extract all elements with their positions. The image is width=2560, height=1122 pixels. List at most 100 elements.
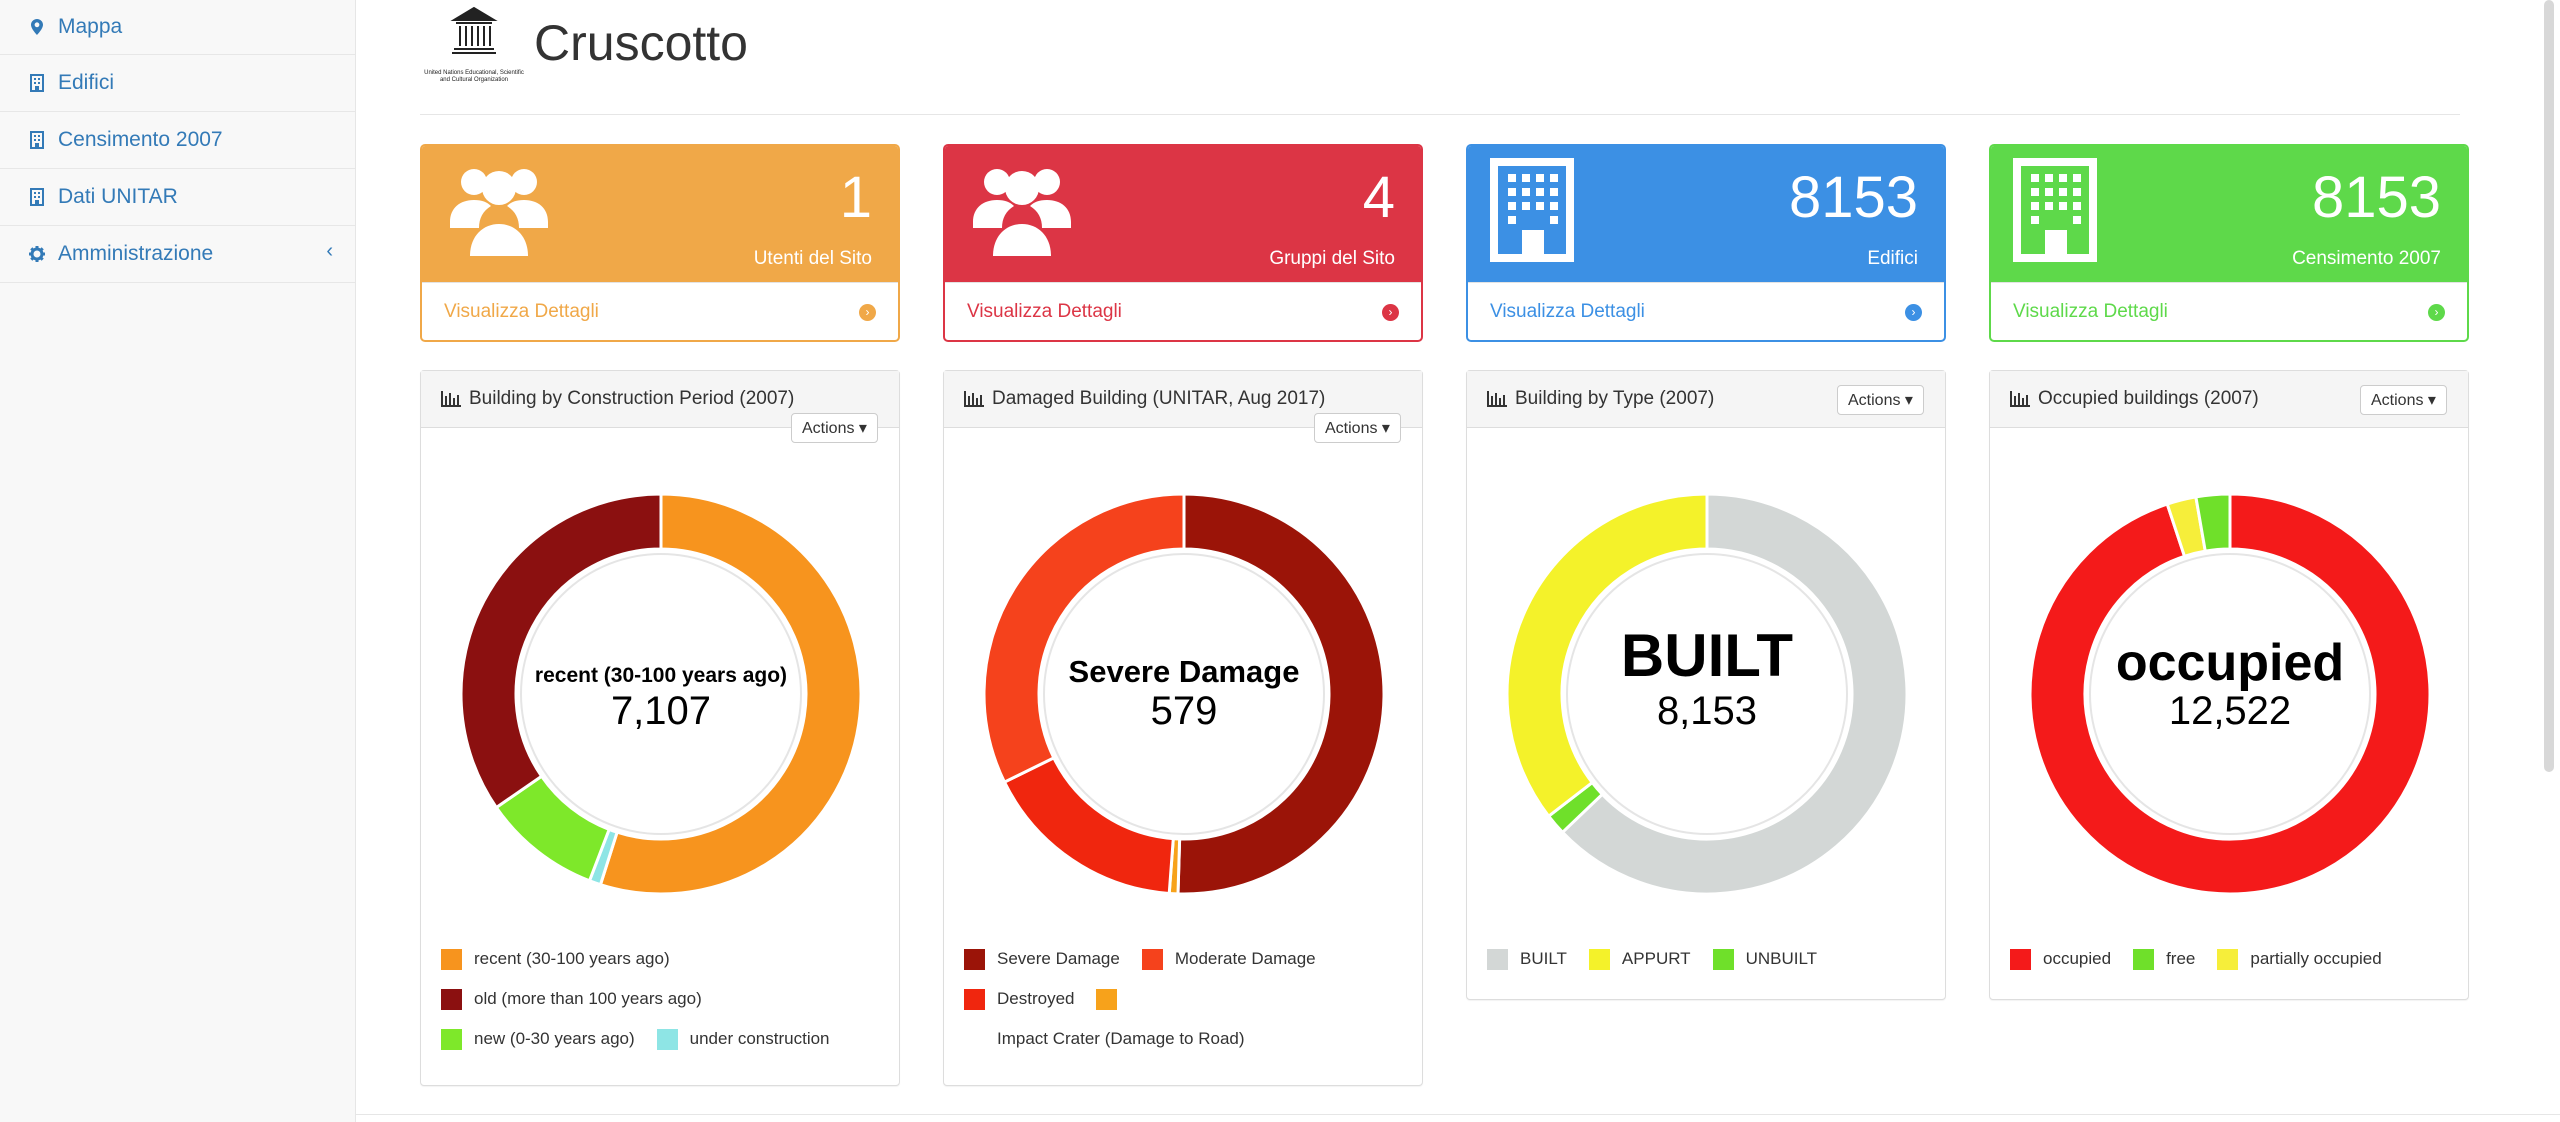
sidebar: Mappa Edifici Censimento 2007 Dati UNITA… bbox=[0, 0, 356, 1122]
legend-label: occupied bbox=[2043, 949, 2112, 968]
center-label: BUILT bbox=[1621, 622, 1793, 689]
legend-swatch bbox=[964, 948, 985, 970]
center-value: 579 bbox=[1151, 689, 1218, 733]
page-header: United Nations Educational, Scientific a… bbox=[420, 0, 2460, 110]
legend-swatch bbox=[1141, 948, 1163, 970]
panel-title: Occupied buildings (2007) bbox=[2010, 388, 2259, 410]
legend-label: UNBUILT bbox=[1745, 949, 1818, 968]
stat-panel-heading: 8153 Edifici bbox=[1468, 146, 1944, 282]
legend-label: under construction bbox=[689, 1029, 830, 1048]
stat-value: 8153 bbox=[2311, 165, 2441, 230]
stat-label: Utenti del Sito bbox=[753, 248, 872, 269]
legend-item[interactable]: UNBUILT bbox=[1712, 948, 1818, 970]
bar-chart-icon bbox=[441, 391, 461, 407]
center-value: 12,522 bbox=[2169, 689, 2291, 733]
legend-item[interactable]: Moderate Damage bbox=[1141, 948, 1316, 970]
stat-panel-censimento: 8153 Censimento 2007 Visualizza Dettagli… bbox=[1989, 144, 2469, 342]
bar-chart-icon bbox=[1487, 391, 1507, 407]
legend-swatch bbox=[1096, 988, 1118, 1010]
donut-slice[interactable] bbox=[459, 492, 663, 810]
legend-swatch bbox=[656, 1028, 678, 1050]
arrow-circle-right-icon: › bbox=[1905, 303, 1922, 321]
donut-chart: Severe Damage 579 bbox=[982, 492, 1386, 896]
legend-item[interactable]: free bbox=[2133, 948, 2195, 970]
chart-title: Damaged Building (UNITAR, Aug 2017) bbox=[992, 388, 1326, 409]
legend-swatch bbox=[1588, 948, 1610, 970]
legend-item[interactable]: BUILT bbox=[1487, 948, 1567, 970]
sidebar-item-amministrazione[interactable]: Amministrazione ‹ bbox=[0, 226, 355, 283]
legend-swatch bbox=[441, 948, 462, 970]
stat-panel-gruppi: 4 Gruppi del Sito Visualizza Dettagli › bbox=[943, 144, 1423, 342]
legend-item[interactable]: APPURT bbox=[1588, 948, 1691, 970]
view-details-link[interactable]: Visualizza Dettagli › bbox=[945, 282, 1421, 340]
sidebar-item-edifici[interactable]: Edifici bbox=[0, 55, 355, 112]
donut-chart: occupied 12,522 bbox=[2028, 492, 2432, 896]
donut-slice[interactable] bbox=[2028, 492, 2432, 896]
legend-item[interactable]: recent (30-100 years ago) bbox=[441, 948, 670, 970]
view-details-link[interactable]: Visualizza Dettagli › bbox=[422, 282, 898, 340]
view-details-link[interactable]: Visualizza Dettagli › bbox=[1991, 282, 2467, 340]
legend-item[interactable] bbox=[1096, 988, 1129, 1010]
stat-value: 8153 bbox=[1788, 165, 1918, 230]
caret-down-icon: ▾ bbox=[1904, 392, 1913, 409]
stat-panel-edifici: 8153 Edifici Visualizza Dettagli › bbox=[1466, 144, 1946, 342]
chevron-left-icon[interactable]: ‹ bbox=[326, 240, 333, 263]
actions-label: Actions bbox=[1848, 392, 1901, 409]
actions-label: Actions bbox=[1325, 420, 1378, 437]
unesco-logo: United Nations Educational, Scientific a… bbox=[420, 4, 528, 100]
main-content: United Nations Educational, Scientific a… bbox=[378, 0, 2518, 1122]
legend-item[interactable]: Severe Damage bbox=[964, 948, 1120, 970]
stat-panel-heading: 4 Gruppi del Sito bbox=[945, 146, 1421, 282]
divider bbox=[356, 1114, 2560, 1115]
sidebar-item-label: Amministrazione bbox=[58, 242, 214, 265]
stat-label: Gruppi del Sito bbox=[1269, 248, 1395, 269]
donut-slice[interactable] bbox=[1505, 492, 1709, 819]
legend-label: Moderate Damage bbox=[1174, 949, 1316, 968]
panel-heading: Occupied buildings (2007) Actions ▾ bbox=[1990, 371, 2468, 428]
caret-down-icon: ▾ bbox=[2427, 392, 2436, 409]
view-details-label: Visualizza Dettagli bbox=[967, 301, 1122, 322]
panel-title: Damaged Building (UNITAR, Aug 2017) bbox=[964, 388, 1325, 410]
legend-item[interactable]: occupied bbox=[2010, 948, 2112, 970]
building-icon bbox=[26, 188, 48, 206]
arrow-circle-right-icon: › bbox=[859, 303, 876, 321]
actions-label: Actions bbox=[2371, 392, 2424, 409]
legend-item[interactable]: old (more than 100 years ago) bbox=[441, 988, 702, 1010]
vertical-scrollbar[interactable] bbox=[2544, 0, 2554, 772]
chart-panel-occupied-buildings: Occupied buildings (2007) Actions ▾ occu… bbox=[1989, 370, 2469, 1000]
chart-legend: recent (30-100 years ago) old (more than… bbox=[441, 939, 852, 1059]
donut-slice[interactable] bbox=[1560, 492, 1909, 896]
actions-dropdown-button[interactable]: Actions ▾ bbox=[791, 413, 878, 443]
sidebar-item-label: Mappa bbox=[58, 15, 123, 38]
sidebar-item-mappa[interactable]: Mappa bbox=[0, 0, 355, 55]
legend-label: Destroyed bbox=[997, 989, 1075, 1008]
donut-slice[interactable] bbox=[598, 492, 863, 896]
stat-panel-heading: 1 Utenti del Sito bbox=[422, 146, 898, 282]
caret-down-icon: ▾ bbox=[1381, 420, 1390, 437]
chart-title: Building by Type (2007) bbox=[1515, 388, 1715, 409]
actions-dropdown-button[interactable]: Actions ▾ bbox=[1837, 385, 1924, 415]
legend-swatch bbox=[2217, 948, 2239, 970]
actions-dropdown-button[interactable]: Actions ▾ bbox=[1314, 413, 1401, 443]
legend-item[interactable]: under construction bbox=[656, 1028, 830, 1050]
donut-chart: BUILT 8,153 bbox=[1505, 492, 1909, 896]
legend-item[interactable]: partially occupied bbox=[2217, 948, 2382, 970]
stat-panel-utenti: 1 Utenti del Sito Visualizza Dettagli › bbox=[420, 144, 900, 342]
sidebar-item-dati-unitar[interactable]: Dati UNITAR bbox=[0, 169, 355, 226]
sidebar-item-censimento-2007[interactable]: Censimento 2007 bbox=[0, 112, 355, 169]
center-value: 7,107 bbox=[611, 689, 711, 733]
donut-slice[interactable] bbox=[1176, 492, 1386, 896]
donut-slice[interactable] bbox=[982, 492, 1186, 785]
building-icon bbox=[2013, 158, 2097, 267]
donut-inner-ring bbox=[520, 553, 802, 835]
legend-label: Impact Crater (Damage to Road) bbox=[997, 1029, 1245, 1048]
stat-value: 4 bbox=[1362, 165, 1395, 230]
legend-item[interactable]: new (0-30 years ago) bbox=[441, 1028, 635, 1050]
donut-slice[interactable] bbox=[1002, 755, 1175, 896]
legend-item[interactable]: Destroyed bbox=[964, 988, 1075, 1010]
caret-down-icon: ▾ bbox=[858, 420, 867, 437]
donut-slice[interactable] bbox=[2194, 492, 2232, 553]
chart-panel-damaged-building: Damaged Building (UNITAR, Aug 2017) Acti… bbox=[943, 370, 1423, 1086]
actions-dropdown-button[interactable]: Actions ▾ bbox=[2360, 385, 2447, 415]
view-details-link[interactable]: Visualizza Dettagli › bbox=[1468, 282, 1944, 340]
